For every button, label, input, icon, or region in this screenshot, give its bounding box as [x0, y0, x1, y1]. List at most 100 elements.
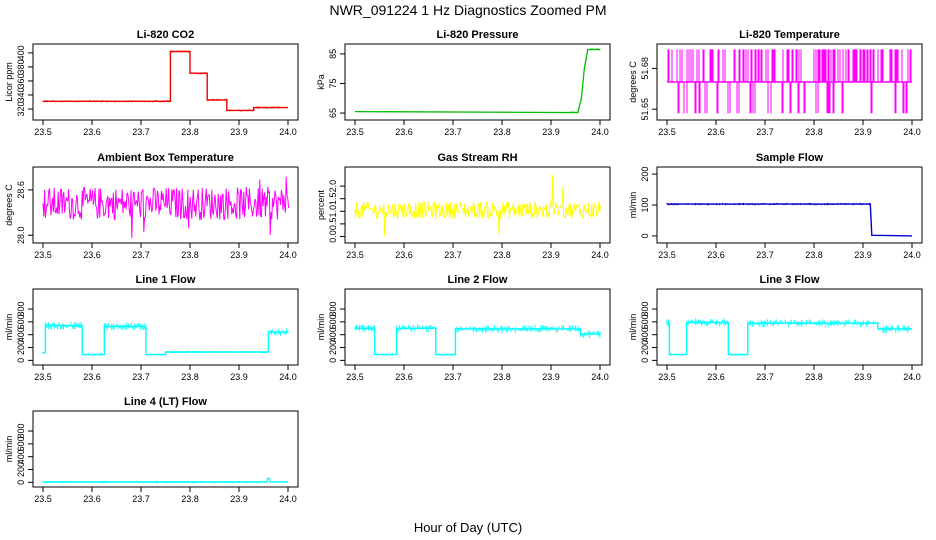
- y-axis-label: ml/min: [4, 314, 14, 341]
- x-tick-label: 23.8: [493, 250, 511, 260]
- y-tick-label: 400: [16, 45, 26, 60]
- y-tick-label: 75: [328, 78, 338, 88]
- panel-title: Ambient Box Temperature: [97, 152, 234, 164]
- data-layer: [354, 324, 601, 356]
- y-tick-label: 0.5: [328, 218, 338, 231]
- x-tick-label: 23.6: [395, 372, 413, 382]
- data-layer: [354, 48, 601, 114]
- y-tick-label: 800: [640, 302, 650, 317]
- series-line: [43, 325, 288, 356]
- plot-frame: [32, 410, 299, 488]
- x-tick-label: 23.8: [805, 250, 823, 260]
- plot-frame: [32, 166, 299, 244]
- data-layer: [42, 176, 290, 239]
- plot-frame: [656, 166, 923, 244]
- y-tick-label: 65: [328, 108, 338, 118]
- x-tick-label: 24.0: [903, 372, 921, 382]
- x-tick-label: 23.6: [395, 250, 413, 260]
- x-tick-label: 23.6: [83, 494, 101, 504]
- panel-title: Line 4 (LT) Flow: [124, 396, 207, 408]
- x-tick-label: 23.9: [230, 250, 248, 260]
- y-tick-label: 200: [640, 167, 650, 182]
- plot-frame: [656, 288, 923, 366]
- data-layer: [42, 50, 288, 112]
- x-tick-label: 23.9: [854, 127, 872, 137]
- x-tick-label: 23.7: [756, 372, 774, 382]
- x-tick-label: 23.7: [444, 250, 462, 260]
- y-tick-label: 0: [16, 480, 26, 485]
- y-tick-label: 600: [328, 314, 338, 329]
- plot-frame: [32, 288, 299, 366]
- x-tick-label: 23.5: [34, 250, 52, 260]
- chart-panel: Sample Flow 23.5 23.6 23.7 23.8 23.9 24.0 0 100 2…: [628, 152, 923, 260]
- x-tick-label: 23.6: [707, 250, 725, 260]
- x-tick-label: 24.0: [903, 250, 921, 260]
- panel-title: Li-820 Temperature: [739, 29, 840, 41]
- panel-title: Gas Stream RH: [437, 152, 517, 164]
- x-tick-label: 23.9: [854, 250, 872, 260]
- x-tick-label: 23.8: [181, 250, 199, 260]
- x-tick-label: 23.5: [34, 127, 52, 137]
- y-axis-label: degrees C: [4, 184, 14, 226]
- x-tick-label: 23.6: [707, 372, 725, 382]
- y-tick-label: 380: [16, 59, 26, 74]
- panel-title: Line 1 Flow: [136, 274, 196, 286]
- series-jitter: [354, 324, 601, 356]
- series-line: [667, 321, 912, 356]
- data-layer: [42, 477, 289, 484]
- series-line: [354, 48, 600, 114]
- y-tick-label: 600: [640, 314, 650, 329]
- y-tick-label: 2.0: [328, 180, 338, 193]
- chart-panel: Line 2 Flow 23.5 23.6 23.7 23.8 23.9 24.0 0 2004…: [316, 274, 611, 382]
- x-tick-label: 23.9: [854, 372, 872, 382]
- y-axis-label: ml/min: [4, 436, 14, 463]
- chart-panel: Line 4 (LT) Flow 23.5 23.6 23.7 23.8 23.9 24.0…: [4, 396, 299, 504]
- x-tick-label: 23.7: [444, 127, 462, 137]
- y-tick-label: 28.0: [16, 226, 26, 244]
- plot-frame: [344, 288, 611, 366]
- x-tick-label: 23.5: [658, 250, 676, 260]
- x-tick-label: 23.8: [181, 127, 199, 137]
- y-tick-label: 85: [328, 49, 338, 59]
- x-tick-label: 23.7: [132, 494, 150, 504]
- chart-panel: Li-820 Temperature 23.5 23.6 23.7 23.8 23.9 24…: [628, 29, 923, 137]
- y-tick-label: 0: [16, 358, 26, 363]
- y-axis-label: degrees C: [628, 61, 638, 103]
- x-tick-label: 23.5: [346, 127, 364, 137]
- y-tick-label: 400: [328, 327, 338, 342]
- data-layer: [354, 175, 602, 237]
- x-tick-label: 24.0: [903, 127, 921, 137]
- y-axis-label: Licor ppm: [4, 62, 14, 102]
- y-tick-label: 400: [16, 449, 26, 464]
- x-tick-label: 23.9: [230, 127, 248, 137]
- x-tick-label: 23.7: [132, 372, 150, 382]
- x-tick-label: 24.0: [591, 372, 609, 382]
- y-tick-label: 0: [328, 358, 338, 363]
- series-line: [667, 203, 913, 237]
- y-tick-label: 600: [16, 314, 26, 329]
- x-tick-label: 24.0: [279, 372, 297, 382]
- plot-frame: [344, 166, 611, 244]
- y-tick-label: 800: [16, 424, 26, 439]
- x-tick-label: 23.8: [493, 127, 511, 137]
- panel-grid: Li-820 CO2 23.5 23.6 23.7 23.8 23.9 24.0 320340…: [4, 29, 923, 504]
- x-tick-label: 23.7: [756, 127, 774, 137]
- y-axis-label: ml/min: [628, 192, 638, 219]
- y-tick-label: 28.6: [16, 181, 26, 199]
- y-tick-label: 200: [16, 462, 26, 477]
- x-tick-label: 23.7: [756, 250, 774, 260]
- x-tick-label: 23.6: [707, 127, 725, 137]
- y-tick-label: 51.68: [640, 57, 650, 80]
- x-tick-label: 23.9: [230, 372, 248, 382]
- x-tick-label: 23.8: [181, 494, 199, 504]
- data-layer: [666, 318, 912, 356]
- chart-panel: Line 1 Flow 23.5 23.6 23.7 23.8 23.9 24.0 0 2004…: [4, 274, 299, 382]
- series-jitter: [42, 50, 288, 112]
- plot-frame: [656, 43, 923, 121]
- data-layer: [666, 202, 913, 237]
- x-tick-label: 23.6: [83, 127, 101, 137]
- y-tick-label: 200: [640, 340, 650, 355]
- x-tick-label: 23.5: [658, 127, 676, 137]
- y-tick-label: 200: [16, 340, 26, 355]
